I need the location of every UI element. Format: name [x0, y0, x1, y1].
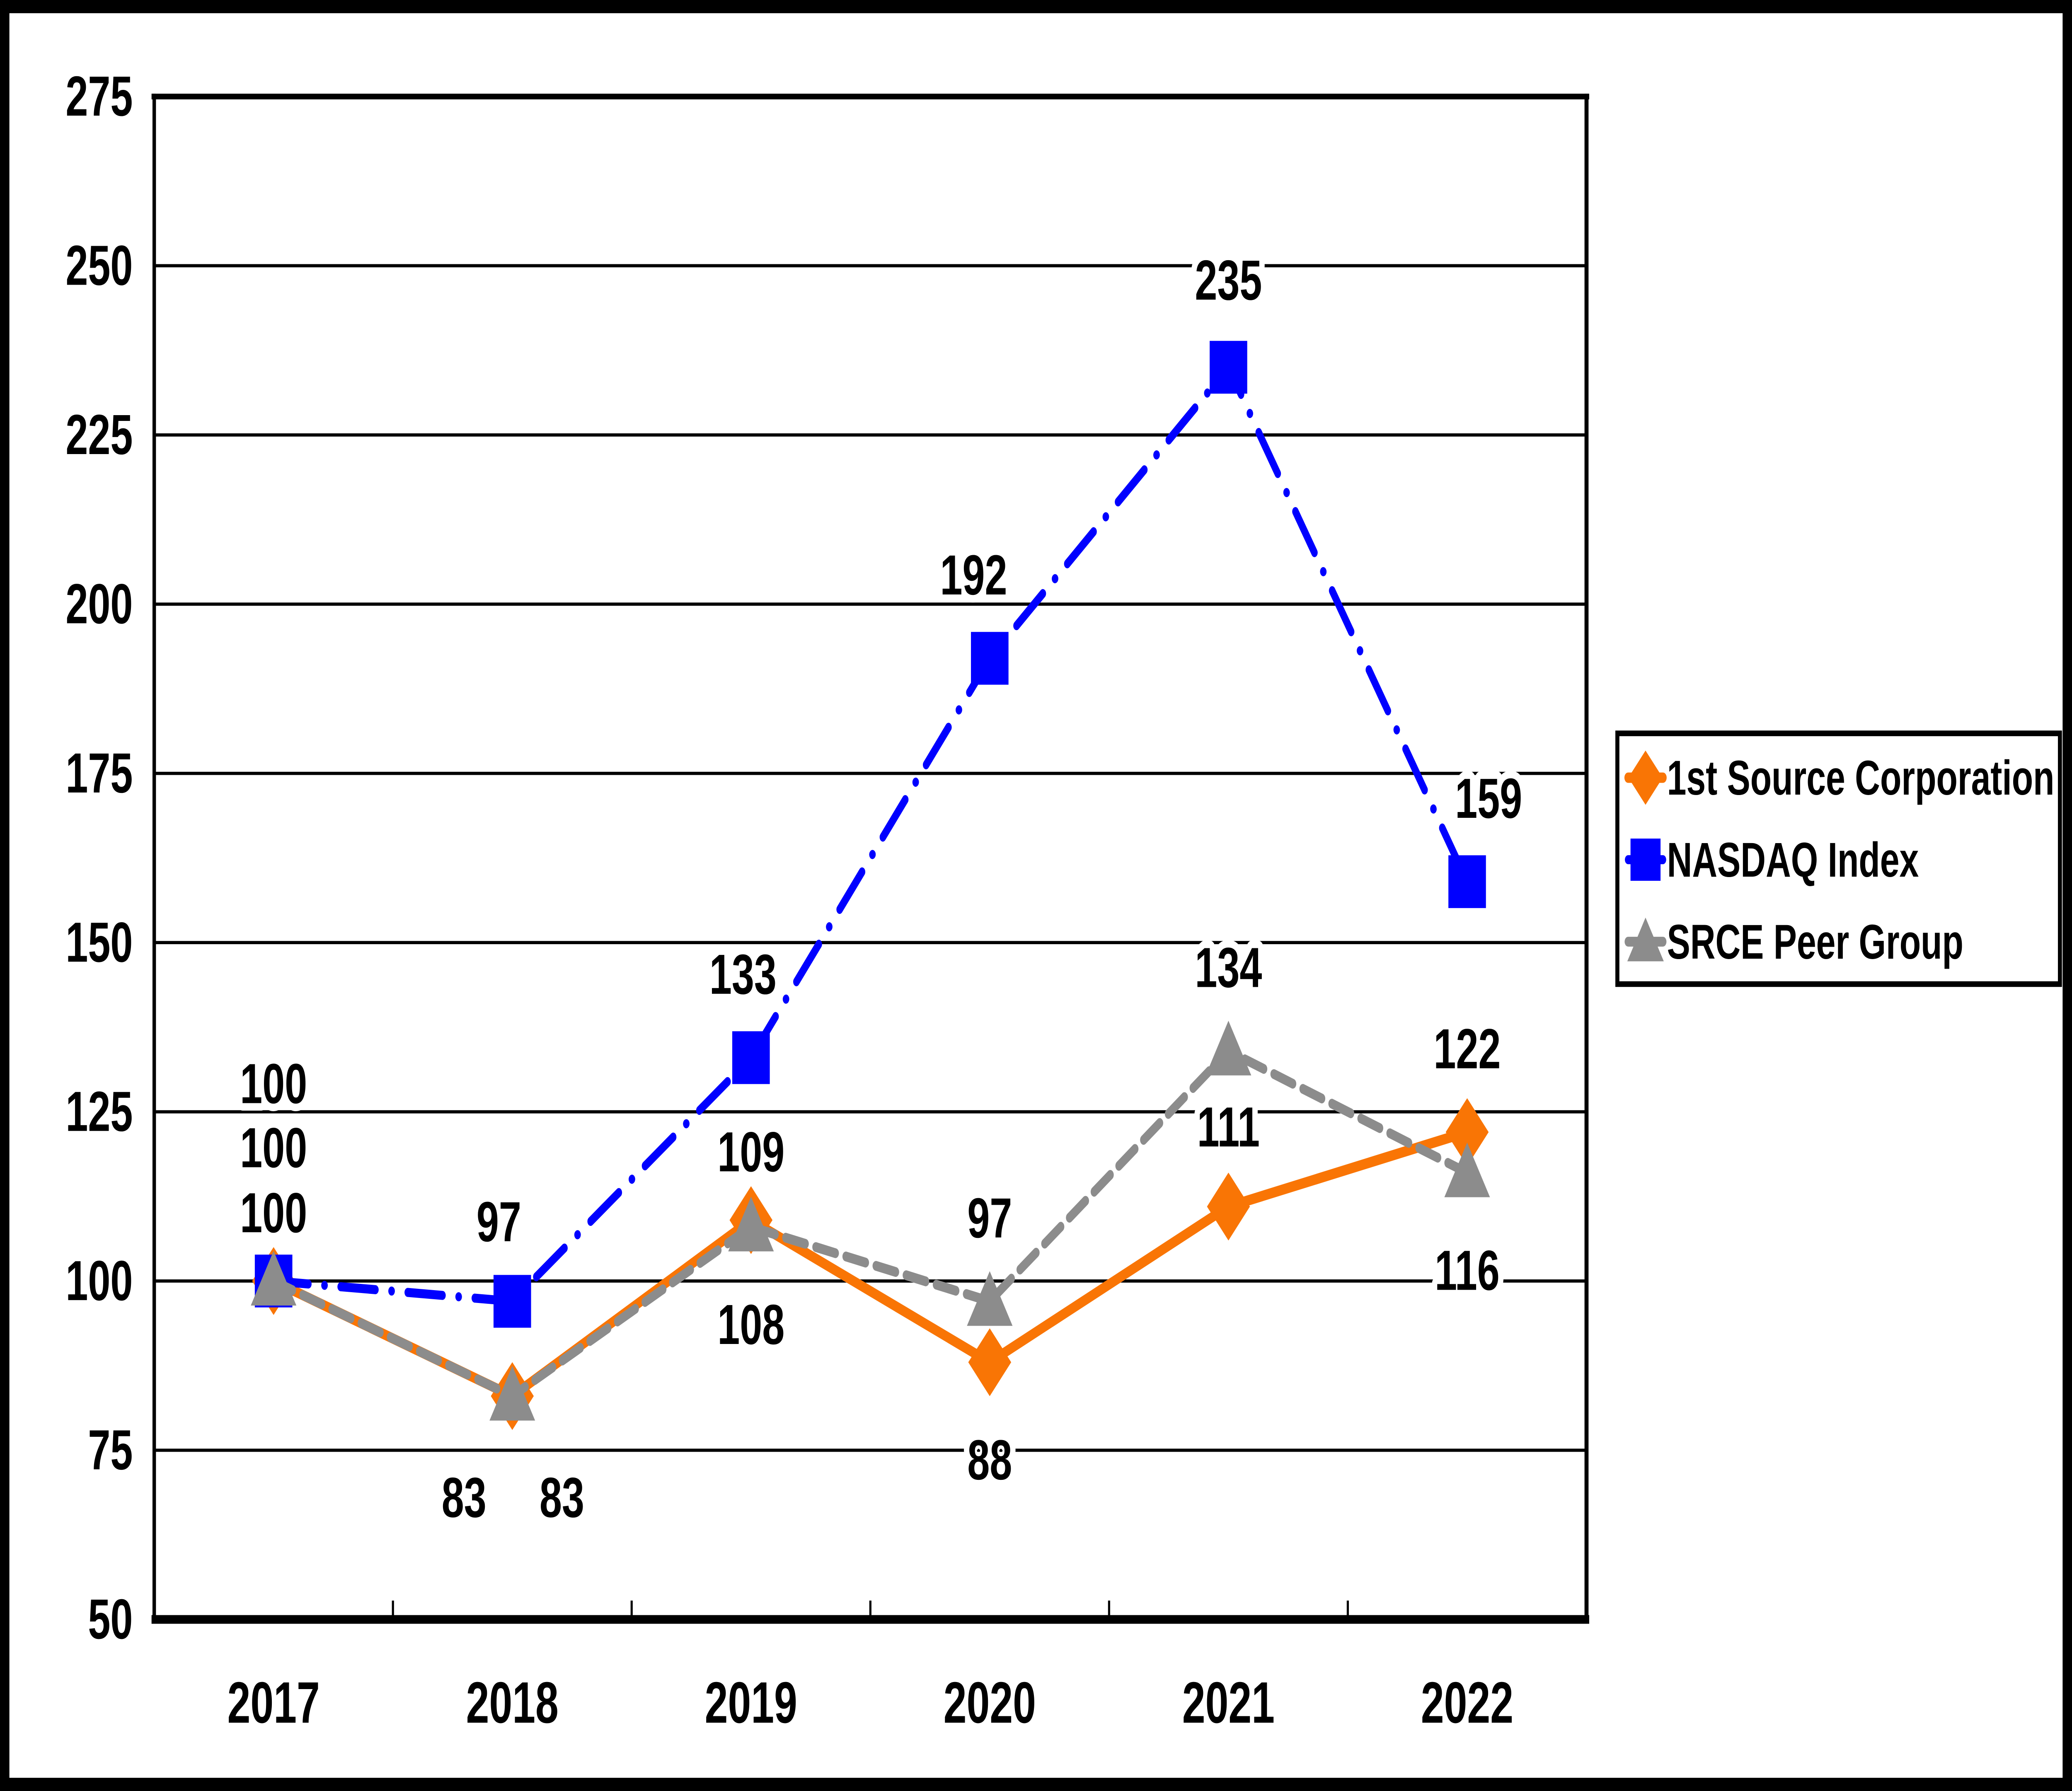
data-label-srce-peer-group-2019: 108 [717, 1293, 784, 1356]
y-tick-label-250: 250 [65, 234, 133, 297]
data-label-1st-source-corporation-2021: 111 [1197, 1096, 1260, 1159]
marker-nasdaq-index-2019 [732, 1031, 770, 1084]
series-plot [251, 341, 1490, 1430]
legend: 1st Source Corporation NASDAQ Index SRCE P… [1615, 730, 2062, 987]
data-labels: 100 83 109 88 111 122 100 97 133 192 235 159 100 83 10… [234, 243, 1529, 1536]
marker-srce-peer-group-2020 [967, 1271, 1013, 1326]
data-label-srce-peer-group-2017: 100 [240, 1052, 307, 1115]
x-tick-label-2022: 2022 [1421, 1670, 1513, 1735]
series-srce-peer-group [251, 1020, 1490, 1421]
y-tick-label-50: 50 [88, 1588, 133, 1651]
y-tick-label-225: 225 [65, 404, 133, 466]
data-label-srce-peer-group-2018: 83 [540, 1466, 584, 1529]
data-label-1st-source-corporation-2020: 88 [967, 1429, 1012, 1492]
x-tick-label-2020: 2020 [944, 1670, 1036, 1735]
legend-label-1st-source-corporation: 1st Source Corporation [1667, 750, 2055, 805]
data-label-nasdaq-index-2018: 97 [477, 1191, 521, 1254]
data-label-srce-peer-group-2022: 116 [1435, 1239, 1500, 1302]
legend-item-srce-peer-group: SRCE Peer Group [1624, 914, 1963, 969]
series-line-1st-source-corporation [270, 1127, 1471, 1402]
gridlines [154, 264, 1587, 1452]
y-axis-labels: 50 75 100 125 150 175 200 225 250 275 [65, 65, 133, 1651]
data-label-1st-source-corporation-2019: 109 [717, 1121, 784, 1184]
legend-marker-square-icon [1630, 839, 1661, 881]
marker-nasdaq-index-2021 [1210, 341, 1247, 394]
y-tick-label-100: 100 [65, 1250, 133, 1312]
x-tick-label-2021: 2021 [1182, 1670, 1275, 1735]
marker-srce-peer-group-2021 [1205, 1020, 1251, 1076]
marker-1st-source-corporation-2020 [968, 1328, 1012, 1396]
x-axis-ticks [392, 1600, 1349, 1619]
marker-nasdaq-index-2018 [493, 1275, 531, 1328]
y-tick-label-125: 125 [65, 1080, 133, 1143]
marker-srce-peer-group-2018 [489, 1366, 535, 1421]
x-axis-labels: 2017 2018 2019 2020 2021 2022 [228, 1670, 1513, 1735]
legend-marker-triangle-icon [1627, 917, 1664, 962]
marker-srce-peer-group-2017 [251, 1251, 297, 1306]
series-line-nasdaq-index [270, 363, 1471, 1306]
data-label-1st-source-corporation-2017: 100 [240, 1182, 307, 1245]
y-tick-label-75: 75 [88, 1419, 133, 1482]
marker-1st-source-corporation-2021 [1207, 1172, 1250, 1241]
marker-srce-peer-group-2019 [728, 1196, 774, 1252]
legend-box [1615, 730, 2062, 987]
legend-label-srce-peer-group: SRCE Peer Group [1667, 914, 1963, 969]
data-label-1st-source-corporation-2022: 122 [1433, 1018, 1501, 1080]
legend-label-nasdaq-index: NASDAQ Index [1667, 832, 1919, 887]
data-label-1st-source-corporation-2018: 83 [442, 1466, 487, 1529]
marker-nasdaq-index-2022 [1448, 855, 1486, 908]
data-label-nasdaq-index-2021: 235 [1195, 249, 1262, 312]
data-label-nasdaq-index-2022: 159 [1455, 767, 1522, 830]
x-tick-label-2017: 2017 [228, 1670, 320, 1735]
marker-nasdaq-index-2020 [971, 632, 1009, 685]
data-label-nasdaq-index-2020: 192 [940, 544, 1007, 607]
data-label-nasdaq-index-2019: 133 [709, 943, 777, 1006]
y-tick-label-275: 275 [65, 65, 133, 128]
legend-item-1st-source-corporation: 1st Source Corporation [1624, 750, 2055, 805]
marker-1st-source-corporation-2022 [1445, 1098, 1489, 1166]
x-tick-label-2018: 2018 [466, 1670, 559, 1735]
data-label-srce-peer-group-2021: 134 [1195, 936, 1262, 999]
y-tick-label-150: 150 [65, 911, 133, 974]
legend-marker-diamond-icon [1628, 750, 1663, 805]
data-label-nasdaq-index-2017: 100 [240, 1117, 307, 1179]
marker-srce-peer-group-2022 [1444, 1142, 1490, 1197]
y-tick-label-200: 200 [65, 573, 133, 636]
x-tick-label-2019: 2019 [705, 1670, 797, 1735]
series-nasdaq-index [254, 341, 1486, 1328]
legend-item-nasdaq-index: NASDAQ Index [1625, 832, 1919, 887]
y-tick-label-175: 175 [65, 742, 133, 805]
data-label-srce-peer-group-2020: 97 [967, 1187, 1012, 1250]
